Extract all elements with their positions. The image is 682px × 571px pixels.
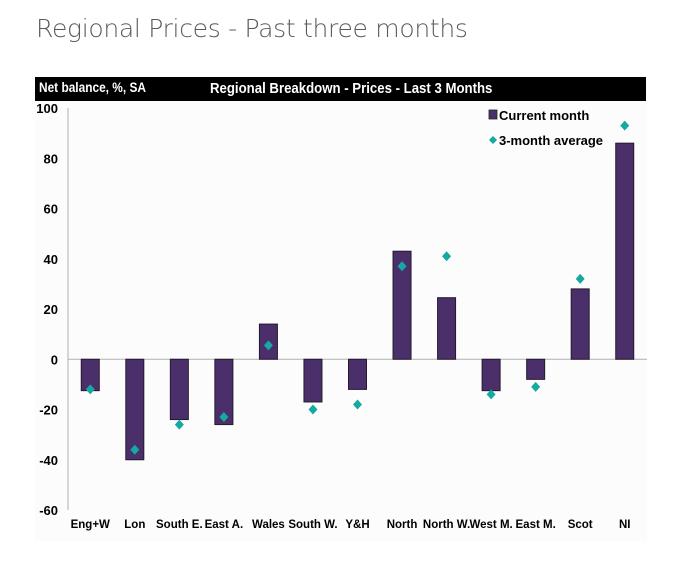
- x-tick-label: NI: [619, 519, 631, 531]
- y-tick-label: 80: [44, 151, 58, 166]
- marker-east-a: [219, 412, 229, 423]
- bar-east-a: [214, 358, 234, 426]
- y-tick-label: 40: [44, 252, 58, 267]
- y-axis-unit-label: Net balance, %, SA: [39, 80, 146, 95]
- legend: Current month 3-month average: [488, 108, 603, 148]
- marker-series-3-month-average: [85, 120, 630, 455]
- y-tick-label: -60: [39, 503, 58, 518]
- x-tick-label: North W.: [423, 519, 470, 531]
- chart-header: Net balance, %, SA Regional Breakdown - …: [35, 77, 646, 101]
- marker-south-e: [174, 419, 184, 430]
- legend-swatch-current-month: [488, 109, 498, 120]
- x-tick-label: Lon: [124, 519, 145, 531]
- bar-north: [392, 250, 412, 360]
- x-axis-labels: Eng+W Lon South E. East A. Wales South W. Y&H N…: [71, 519, 631, 531]
- marker-west-m: [486, 389, 496, 400]
- x-tick-label: South W.: [288, 519, 337, 531]
- page-title: Regional Prices - Past three months: [36, 14, 468, 43]
- x-tick-label: East A.: [205, 519, 244, 531]
- chart-title: Regional Breakdown - Prices - Last 3 Mon…: [210, 80, 493, 97]
- y-tick-label: 20: [44, 302, 58, 317]
- x-tick-label: West M.: [469, 519, 512, 531]
- x-tick-label: South E.: [156, 519, 203, 531]
- bar-series-current-month: [80, 142, 635, 461]
- x-tick-label: Eng+W: [71, 519, 110, 531]
- marker-ni: [620, 120, 630, 131]
- marker-lon: [130, 444, 140, 455]
- marker-east-m: [531, 381, 541, 392]
- marker-eng-w: [85, 384, 95, 395]
- y-tick-label: 0: [51, 352, 58, 367]
- bar-west-m: [481, 358, 501, 392]
- legend-label-current-month: Current month: [499, 108, 589, 123]
- legend-label-3-month-average: 3-month average: [499, 133, 603, 148]
- marker-wales: [263, 340, 273, 351]
- x-tick-label: Scot: [568, 519, 593, 531]
- bar-ni: [615, 142, 635, 360]
- bar-y-h: [348, 358, 367, 390]
- bar-north-w: [437, 297, 457, 360]
- x-tick-label: East M.: [516, 519, 556, 531]
- marker-north: [397, 261, 407, 272]
- chart-panel: [35, 77, 647, 541]
- y-tick-label: 100: [36, 101, 58, 116]
- y-tick-label: -40: [39, 453, 58, 468]
- marker-south-w: [308, 404, 318, 415]
- y-tick-label: -20: [39, 403, 58, 418]
- x-tick-label: North: [387, 519, 418, 531]
- bar-scot: [570, 288, 590, 360]
- bar-south-e: [169, 358, 189, 421]
- x-tick-label: Wales: [252, 519, 285, 531]
- legend-swatch-3-month-average: [489, 136, 497, 144]
- x-tick-label: Y&H: [345, 519, 369, 531]
- marker-north-w: [442, 251, 452, 262]
- y-axis-ticks: 100 80 60 40 20 0 -20 -40 -60: [36, 101, 58, 518]
- bar-lon: [125, 358, 145, 461]
- marker-y-h: [353, 399, 362, 410]
- y-tick-label: 60: [44, 202, 58, 217]
- bar-south-w: [303, 358, 323, 403]
- bar-east-m: [526, 358, 546, 380]
- marker-scot: [575, 273, 585, 284]
